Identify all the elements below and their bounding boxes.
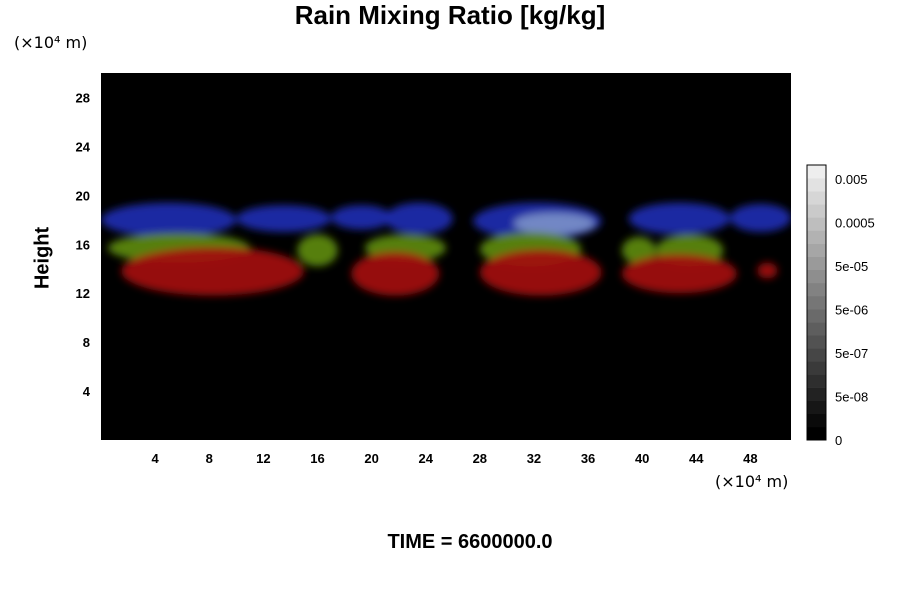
colorbar-tick-label: 0 [835, 433, 842, 448]
y-tick-label: 4 [83, 384, 91, 399]
colorbar-swatch [807, 165, 826, 179]
field-region-0-3 [385, 202, 453, 235]
colorbar-swatch [807, 256, 826, 271]
field-region-2-4 [621, 236, 656, 264]
colorbar-tick-label: 0.0005 [835, 216, 875, 231]
colorbar-tick-label: 0.005 [835, 172, 868, 187]
x-tick-label: 44 [689, 451, 704, 466]
colorbar-swatch [807, 335, 826, 349]
x-tick-label: 16 [310, 451, 324, 466]
y-axis-unit: (×10⁴ m) [14, 33, 88, 52]
colorbar-swatch [807, 217, 826, 231]
colorbar-swatch [807, 361, 826, 375]
colorbar-tick-label: 5e-05 [835, 259, 868, 274]
time-label: TIME = 6600000.0 [387, 531, 553, 553]
colorbar-swatch [807, 413, 826, 428]
x-tick-label: 36 [581, 451, 595, 466]
field-region-1-0 [513, 212, 595, 235]
colorbar-frame [806, 164, 827, 441]
chart-title: Rain Mixing Ratio [kg/kg] [294, 0, 606, 30]
x-tick-label: 24 [418, 451, 433, 466]
x-tick-label: 28 [473, 451, 487, 466]
field-region-2-1 [297, 234, 338, 267]
field-region-3-3 [621, 254, 737, 294]
field-region-0-1 [236, 205, 331, 233]
y-tick-label: 16 [76, 237, 90, 252]
field-region-0-0 [101, 202, 237, 237]
x-tick-label: 32 [527, 451, 541, 466]
colorbar-swatch [807, 243, 826, 257]
colorbar-swatch [807, 322, 826, 336]
colorbar-swatch [807, 204, 826, 218]
x-tick-label: 48 [743, 451, 757, 466]
colorbar-swatch [807, 400, 826, 415]
colorbar-tick-label: 5e-07 [835, 346, 868, 361]
x-tick-label: 12 [256, 451, 270, 466]
field-region-0-6 [730, 203, 791, 233]
colorbar-swatch [807, 178, 826, 192]
y-tick-label: 8 [83, 335, 90, 350]
y-tick-label: 24 [76, 139, 91, 154]
colorbar-swatch [807, 269, 826, 284]
colorbar-swatch [807, 230, 826, 244]
y-tick-label: 28 [76, 90, 90, 105]
colorbar-swatch [807, 387, 826, 402]
field-region-3-0 [121, 246, 304, 296]
field-region-3-1 [351, 251, 440, 296]
field-region-0-5 [628, 202, 731, 235]
x-tick-label: 40 [635, 451, 649, 466]
colorbar-swatch [807, 191, 826, 205]
colorbar-swatch [807, 348, 826, 362]
colorbar-tick-label: 5e-06 [835, 303, 868, 318]
colorbar-swatch [807, 374, 826, 388]
y-tick-label: 12 [76, 286, 90, 301]
x-axis-unit: (×10⁴ m) [715, 472, 789, 491]
colorbar-tick-label: 5e-08 [835, 390, 868, 405]
x-tick-label: 8 [206, 451, 213, 466]
field-region-3-4 [757, 262, 778, 279]
colorbar-swatch [807, 282, 826, 297]
colorbar-swatch [807, 295, 826, 310]
x-tick-label: 20 [364, 451, 378, 466]
field-region-0-2 [331, 205, 392, 230]
x-tick-label: 4 [152, 451, 160, 466]
colorbar-swatch [807, 426, 826, 441]
y-tick-label: 20 [76, 188, 90, 203]
field-region-3-2 [479, 249, 602, 296]
colorbar-swatch [807, 309, 826, 323]
